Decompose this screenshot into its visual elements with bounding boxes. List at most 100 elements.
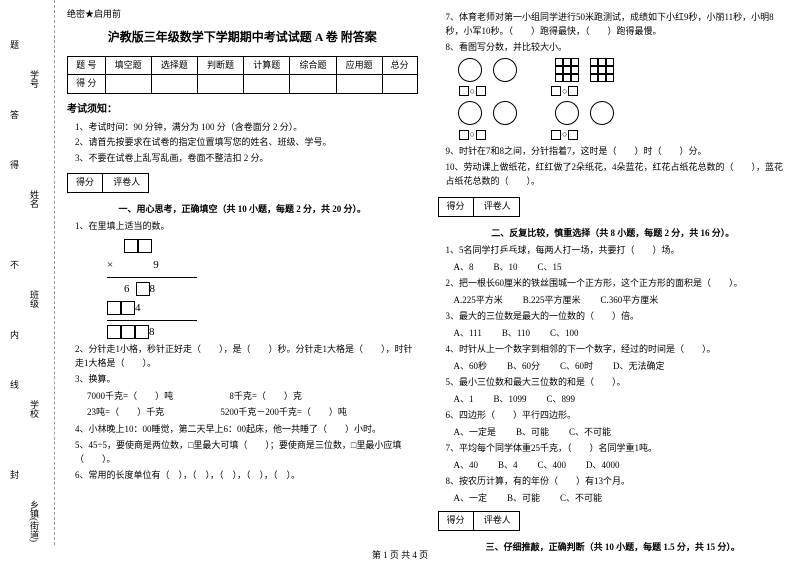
opt: A、60秒	[454, 360, 488, 374]
circle-icon	[555, 101, 579, 125]
s2q7: 7、平均每个同学体重25千克，（ ）名同学重1吨。	[446, 442, 789, 456]
opt: C、100	[550, 327, 579, 341]
th: 填空题	[105, 56, 151, 75]
th: 总分	[382, 56, 417, 75]
binding-mark: 题	[8, 40, 21, 49]
notice-item: 2、请首先按要求在试卷的指定位置填写您的姓名、班级、学号。	[75, 136, 418, 150]
opt: A、1	[454, 393, 474, 407]
s2q5-opts: A、1 B、1099 C、899	[454, 393, 789, 407]
q3a: 7000千克=（ ）吨 8千克=（ ）克	[87, 390, 418, 404]
opt: A、8	[454, 261, 474, 275]
q1: 1、在里填上适当的数。	[75, 220, 418, 234]
notice-title: 考试须知：	[67, 102, 418, 117]
th: 选择题	[151, 56, 197, 75]
q4: 4、小林晚上10：00睡觉，第二天早上6：00起床，他一共睡了（ ）小时。	[75, 423, 418, 437]
s2q8: 8、按农历计算，有的年份（ ）有13个月。	[446, 475, 789, 489]
q3c-text: 23吨=（ ）千克	[87, 407, 164, 417]
opt: B、1099	[494, 393, 527, 407]
binding-field: 班级	[28, 290, 41, 308]
opt: C、15	[538, 261, 562, 275]
circle-icon	[590, 101, 614, 125]
binding-field: 姓名	[28, 190, 41, 208]
opt: B、10	[494, 261, 518, 275]
opt: C、不可能	[569, 426, 611, 440]
section2-title: 二、反复比较，慎重选择（共 8 小题，每题 2 分，共 16 分）。	[438, 227, 789, 241]
binding-mark: 内	[8, 330, 21, 339]
s2q5: 5、最小三位数和最大三位数的和是（ ）。	[446, 376, 789, 390]
score-label: 得分	[68, 174, 103, 192]
fraction-diagrams	[458, 101, 789, 125]
q3c: 23吨=（ ）千克 5200千克－200千克=（ ）吨	[87, 406, 418, 420]
td	[151, 75, 197, 94]
grader-box: 得分 评卷人	[67, 173, 149, 193]
s2q2-opts: A.225平方米B.225平方厘米C.360平方厘米	[454, 294, 789, 308]
td: 得 分	[68, 75, 106, 94]
opt: C、不可能	[560, 492, 602, 506]
th: 判断题	[197, 56, 243, 75]
circle-icon	[493, 101, 517, 125]
notice-item: 3、不要在试卷上乱写乱画，卷面不整洁扣 2 分。	[75, 152, 418, 166]
grid-icon	[555, 58, 579, 82]
section1-title: 一、用心思考，正确填空（共 10 小题，每题 2 分，共 20 分）。	[67, 203, 418, 217]
secret-label: 绝密★启用前	[67, 8, 418, 22]
opt: C、400	[538, 459, 567, 473]
opt: D、无法确定	[613, 360, 665, 374]
q5: 5、45÷5，要使商是两位数，□里最大可填（ ）；要使商是三位数，□里最小应填（…	[75, 439, 418, 466]
q3d-text: 5200千克－200千克=（ ）吨	[220, 407, 347, 417]
opt: B、60分	[507, 360, 540, 374]
th: 题 号	[68, 56, 106, 75]
s2q3: 3、最大的三位数是最大的一位数的（ ）倍。	[446, 310, 789, 324]
s2q2: 2、把一根长60厘米的铁丝围城一个正方形，这个正方形的面积是（ ）。	[446, 277, 789, 291]
math-problem: × 9 68 4 8	[107, 238, 418, 341]
th: 综合题	[290, 56, 336, 75]
td	[244, 75, 290, 94]
s2q6: 6、四边形（ ）平行四边形。	[446, 409, 789, 423]
td	[336, 75, 382, 94]
q3: 3、换算。	[75, 373, 418, 387]
td	[197, 75, 243, 94]
opt: B、可能	[516, 426, 549, 440]
grader-box: 得分 评卷人	[438, 197, 520, 217]
blank-row: ○ ○	[458, 128, 789, 142]
binding-mark: 线	[8, 380, 21, 389]
circle-icon	[493, 58, 517, 82]
q9: 9、时针在7和8之间，分针指着7，这时是（ ）时（ ）分。	[446, 145, 789, 159]
opt: B.225平方厘米	[523, 294, 581, 308]
s2q8-opts: A、一定B、可能C、不可能	[454, 492, 789, 506]
circle-icon	[458, 101, 482, 125]
binding-field: 学校	[28, 400, 41, 418]
th: 计算题	[244, 56, 290, 75]
blank-row: ○ ○	[458, 85, 789, 99]
th: 应用题	[336, 56, 382, 75]
binding-field: 学号	[28, 70, 41, 88]
score-table: 题 号 填空题 选择题 判断题 计算题 综合题 应用题 总分 得 分	[67, 56, 418, 94]
opt: C、60时	[560, 360, 593, 374]
binding-mark: 得	[8, 160, 21, 169]
grader-box: 得分 评卷人	[438, 511, 520, 531]
q10: 10、劳动课上做纸花，红红做了2朵纸花，4朵蓝花，红花占纸花总数的（ ），蓝花占…	[446, 161, 789, 188]
binding-margin: 乡镇(街道) 封 学校 线 内 班级 不 姓名 得 答 学号 题	[0, 0, 55, 545]
td	[382, 75, 417, 94]
q6: 6、常用的长度单位有（ ），（ ），（ ），（ ），（ ）。	[75, 469, 418, 483]
grader-label: 评卷人	[476, 198, 519, 216]
s2q3-opts: A、111B、110C、100	[454, 327, 789, 341]
left-column: 绝密★启用前 沪教版三年级数学下学期期中考试试题 A 卷 附答案 题 号 填空题…	[67, 8, 418, 545]
q2: 2、分针走1小格，秒针正好走（ ），是（ ）秒。分针走1大格是（ ），时针走1大…	[75, 343, 418, 370]
score-label: 得分	[439, 512, 474, 530]
opt: C、899	[547, 393, 576, 407]
s2q1: 1、5名同学打乒乓球，每两人打一场，共要打（ ）场。	[446, 244, 789, 258]
grader-label: 评卷人	[476, 512, 519, 530]
opt: A.225平方米	[454, 294, 503, 308]
td	[105, 75, 151, 94]
q3b-text: 8千克=（ ）克	[229, 391, 302, 401]
opt: A、一定是	[454, 426, 497, 440]
s2q4: 4、时针从上一个数字到相邻的下一个数字，经过的时间是（ ）。	[446, 343, 789, 357]
right-column: 7、体育老师对第一小组同学进行50米跑测试，成绩如下小红9秒，小丽11秒，小明8…	[438, 8, 789, 545]
opt: B、110	[502, 327, 530, 341]
q7: 7、体育老师对第一小组同学进行50米跑测试，成绩如下小红9秒，小丽11秒，小明8…	[446, 11, 789, 38]
grader-label: 评卷人	[105, 174, 148, 192]
opt: B、4	[498, 459, 518, 473]
binding-mark: 封	[8, 470, 21, 479]
exam-title: 沪教版三年级数学下学期期中考试试题 A 卷 附答案	[67, 28, 418, 46]
circle-icon	[458, 58, 482, 82]
